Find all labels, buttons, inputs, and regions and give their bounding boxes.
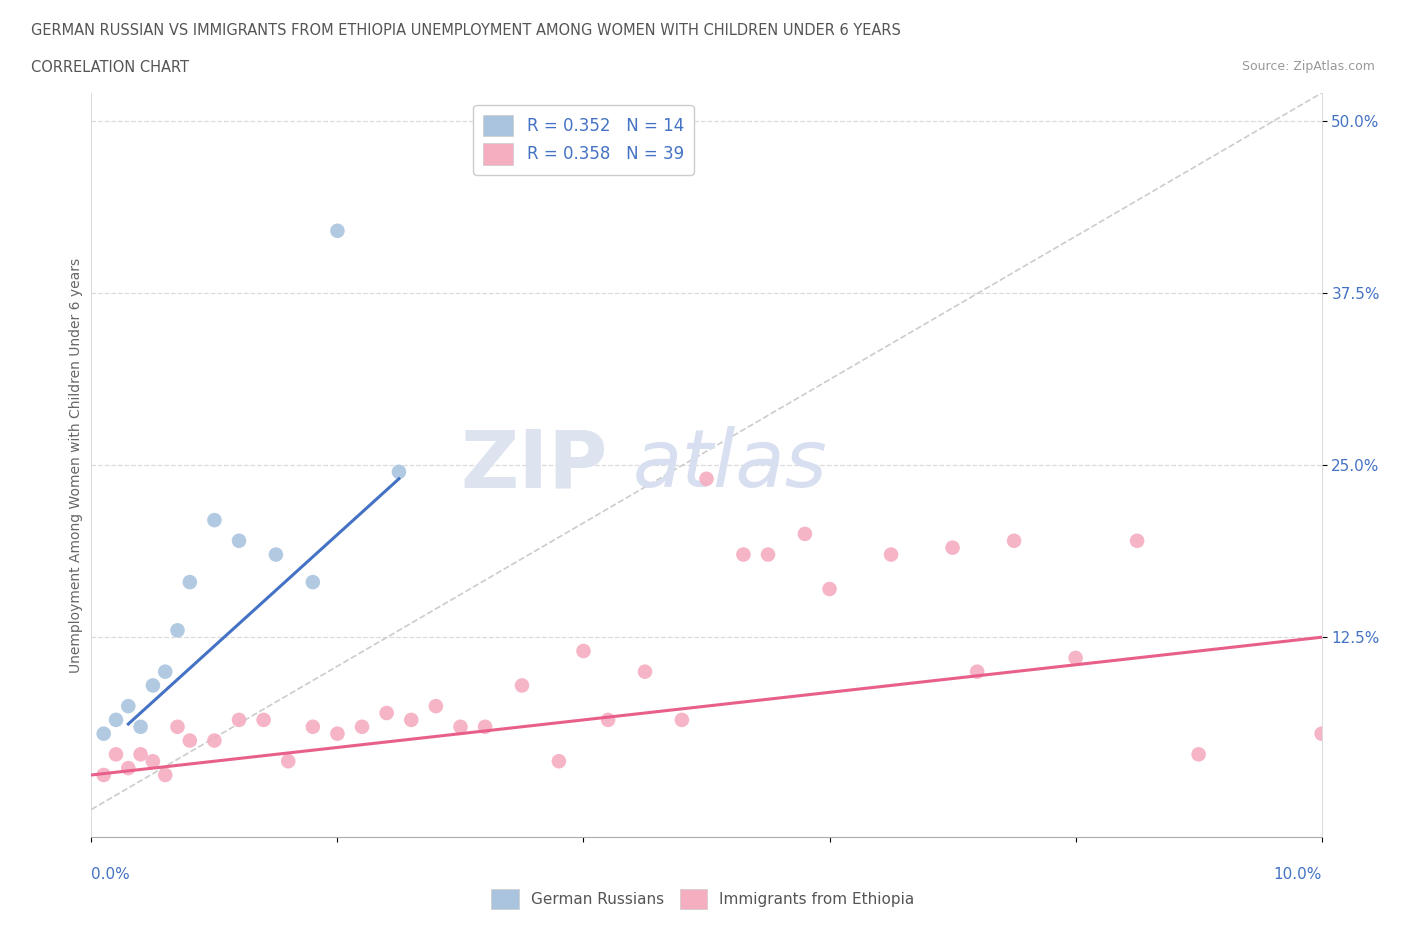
Point (301, 575, 323, 590)
Point (129, 719, 152, 734)
Point (793, 526, 815, 541)
Point (117, 698, 139, 713)
Point (202, 512, 225, 527)
Point (277, 754, 299, 769)
Point (696, 472, 718, 486)
Point (425, 698, 447, 713)
Point (671, 712, 693, 727)
Point (449, 719, 471, 734)
Point (117, 761, 139, 776)
Point (942, 540, 965, 555)
Point (1064, 650, 1087, 665)
Point (179, 575, 201, 590)
Point (253, 712, 276, 727)
Point (733, 547, 755, 562)
Point (375, 706, 398, 721)
Text: ZIP: ZIP (461, 426, 607, 504)
Text: CORRELATION CHART: CORRELATION CHART (31, 60, 188, 75)
Point (474, 719, 496, 734)
Point (634, 664, 657, 679)
Point (166, 623, 188, 638)
Point (326, 726, 349, 741)
Point (1310, 726, 1333, 741)
Point (228, 533, 250, 548)
Point (142, 754, 165, 769)
Point (105, 747, 127, 762)
Point (399, 712, 422, 727)
Point (818, 581, 841, 596)
Legend: German Russians, Immigrants from Ethiopia: German Russians, Immigrants from Ethiopi… (485, 884, 921, 915)
Point (572, 644, 595, 658)
Point (105, 712, 127, 727)
Text: Source: ZipAtlas.com: Source: ZipAtlas.com (1241, 60, 1375, 73)
Point (596, 712, 619, 727)
Point (510, 678, 533, 693)
Point (966, 664, 988, 679)
Point (301, 719, 323, 734)
Y-axis label: Unemployment Among Women with Children Under 6 years: Unemployment Among Women with Children U… (69, 258, 83, 672)
Point (350, 719, 373, 734)
Point (880, 547, 903, 562)
Point (179, 733, 201, 748)
Point (547, 754, 569, 769)
Point (166, 719, 188, 734)
Point (1002, 533, 1025, 548)
Point (142, 678, 165, 693)
Point (326, 223, 349, 238)
Point (388, 464, 411, 479)
Point (129, 747, 152, 762)
Text: GERMAN RUSSIAN VS IMMIGRANTS FROM ETHIOPIA UNEMPLOYMENT AMONG WOMEN WITH CHILDRE: GERMAN RUSSIAN VS IMMIGRANTS FROM ETHIOP… (31, 23, 901, 38)
Point (228, 712, 250, 727)
Point (153, 664, 177, 679)
Text: 10.0%: 10.0% (1274, 867, 1322, 882)
Text: atlas: atlas (633, 426, 828, 504)
Legend: R = 0.352   N = 14, R = 0.358   N = 39: R = 0.352 N = 14, R = 0.358 N = 39 (474, 105, 693, 175)
Point (1126, 533, 1149, 548)
Point (1187, 747, 1209, 762)
Point (202, 733, 225, 748)
Point (93, 726, 115, 741)
Point (756, 547, 779, 562)
Text: 0.0%: 0.0% (91, 867, 131, 882)
Point (93, 767, 115, 782)
Point (264, 547, 287, 562)
Point (153, 767, 177, 782)
